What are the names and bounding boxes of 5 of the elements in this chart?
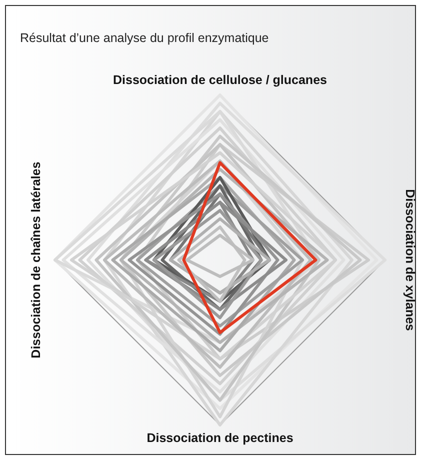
spoke-label: Dissociation de pectines bbox=[146, 431, 294, 445]
spoke-label: Dissociation de chaînes latérales bbox=[29, 162, 43, 358]
chart-title: Résultat d’une analyse du profil enzymatique bbox=[20, 31, 269, 45]
spoke-label: Dissociation de xylanes bbox=[403, 189, 417, 331]
spoke-label: Dissociation de cellulose / glucanes bbox=[113, 73, 328, 87]
